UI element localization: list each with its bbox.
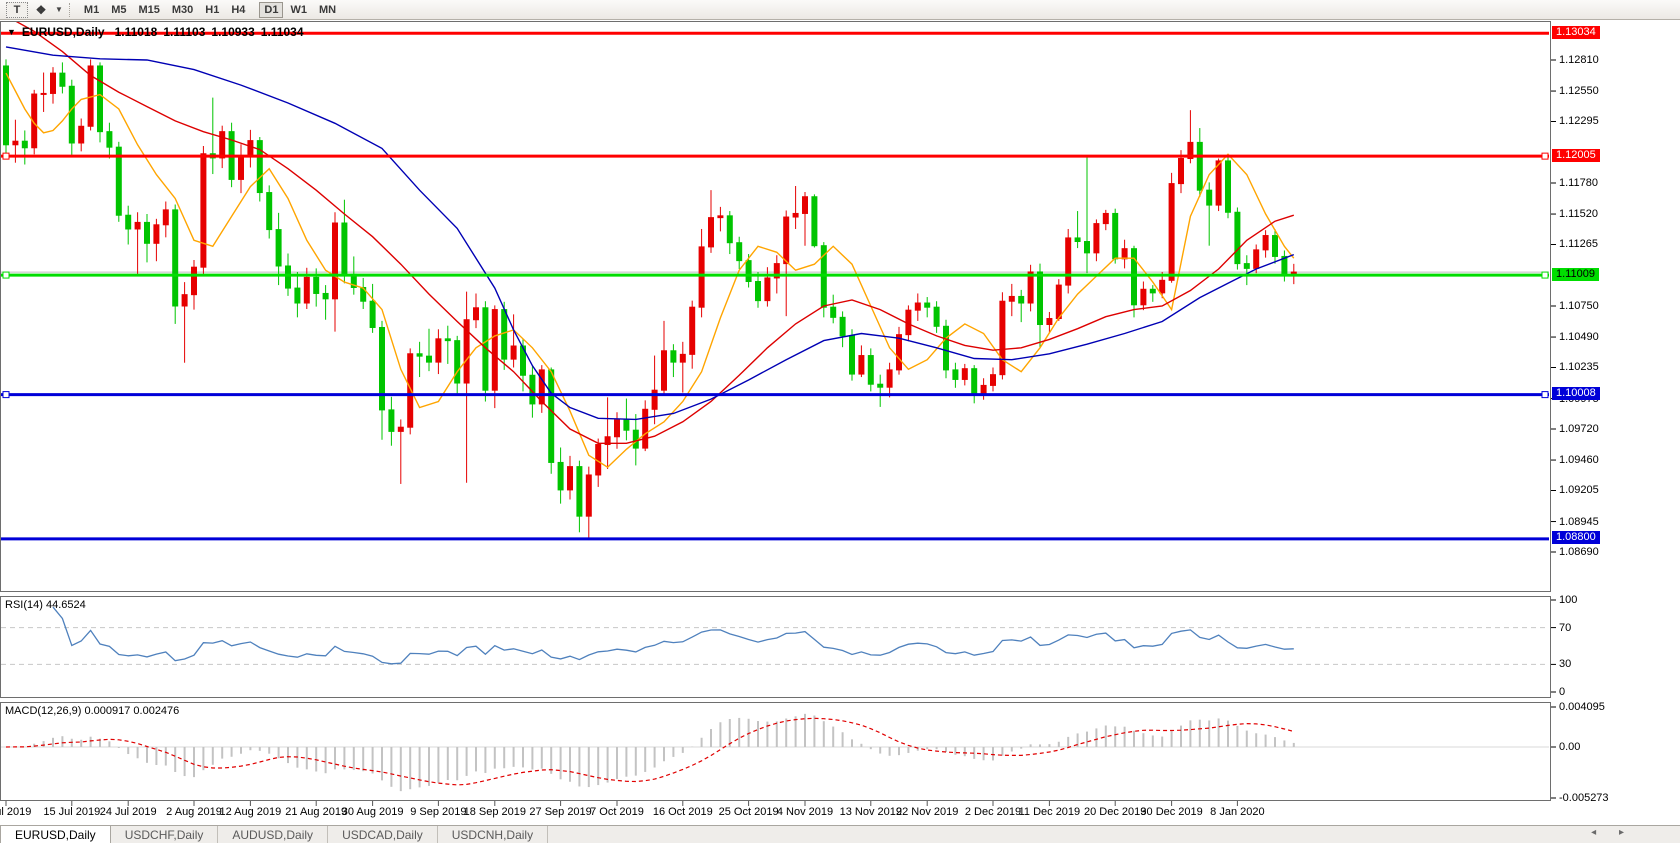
macd-label: MACD(12,26,9) 0.000917 0.002476 (5, 705, 180, 717)
price-line-badge: 1.10008 (1552, 387, 1600, 401)
price-axis-column[interactable] (1551, 21, 1680, 801)
ohlc-close: 1.11034 (260, 25, 304, 39)
macd-axis-label: -0.005273 (1559, 792, 1609, 804)
rsi-label: RSI(14) 44.6524 (5, 599, 86, 611)
timeframe-button-m1[interactable]: M1 (83, 3, 100, 16)
timeframe-button-m15[interactable]: M15 (138, 3, 160, 16)
price-tick-label: 1.09720 (1559, 422, 1599, 435)
ohlc-open: 1.11018 (114, 25, 158, 39)
date-tick-label: 9 Sep 2019 (410, 806, 467, 818)
price-tick-label: 1.11520 (1559, 208, 1598, 221)
date-tick-label: 25 Oct 2019 (718, 806, 779, 818)
timeframe-button-h1[interactable]: H1 (205, 3, 220, 16)
text-tool-button[interactable]: T (6, 1, 28, 18)
rsi-axis-label: 70 (1559, 621, 1572, 634)
date-tick-label: 2 Aug 2019 (166, 806, 222, 818)
price-tick-label: 1.10235 (1559, 361, 1599, 374)
rsi-axis-label: 100 (1559, 594, 1578, 606)
date-tick-label: 22 Nov 2019 (895, 806, 959, 818)
price-tick-label: 1.12550 (1559, 85, 1599, 98)
date-tick-label: 24 Jul 2019 (99, 806, 157, 818)
timeframe-button-d1[interactable]: D1 (259, 1, 284, 18)
rsi-pane[interactable] (0, 596, 1551, 698)
timeframe-button-m30[interactable]: M30 (171, 3, 194, 16)
top-toolbar: T ❖ ▼ M1 M5 M15 M30 H1 H4 D1 W1 MN (0, 0, 1680, 20)
price-tick-label: 1.10490 (1559, 331, 1599, 344)
toolbar-separator (68, 2, 74, 17)
date-tick-label: 30 Dec 2019 (1140, 806, 1203, 818)
symbol-tab-usdchf[interactable]: USDCHF,Daily (111, 826, 219, 843)
symbol-label: EURUSD,Daily (21, 25, 105, 39)
price-line-badge: 1.12005 (1552, 148, 1600, 162)
chart-title: ▼ EURUSD,Daily 1.11018 1.11103 1.10933 1… (7, 25, 304, 39)
price-line-badge: 1.08800 (1552, 531, 1600, 545)
macd-axis-label: 0.00 (1559, 741, 1581, 753)
timeframe-button-m5[interactable]: M5 (111, 3, 127, 16)
date-tick-label: 27 Sep 2019 (529, 806, 592, 818)
date-axis[interactable] (0, 802, 1680, 825)
date-tick-label: 4 Nov 2019 (776, 806, 834, 818)
price-tick-label: 1.12810 (1559, 54, 1599, 66)
main-chart-pane[interactable] (0, 21, 1551, 592)
price-line-badge: 1.13034 (1552, 25, 1600, 39)
date-tick-label: 20 Dec 2019 (1083, 806, 1147, 818)
macd-axis-label: 0.004095 (1559, 701, 1605, 713)
symbol-tab-usdcad[interactable]: USDCAD,Daily (328, 826, 438, 843)
tab-scroll-arrows: ◂ ▸ (1591, 827, 1634, 838)
price-tick-label: 1.11265 (1559, 238, 1598, 251)
price-tick-label: 1.09460 (1559, 454, 1599, 467)
date-tick-label: 15 Jul 2019 (43, 806, 101, 818)
collapse-triangle-icon[interactable]: ▼ (7, 27, 16, 37)
date-tick-label: 7 Oct 2019 (590, 806, 644, 818)
tab-scroll-left-icon[interactable]: ◂ (1591, 827, 1607, 838)
ohlc-high: 1.11103 (163, 25, 206, 39)
date-tick-label: 13 Nov 2019 (839, 806, 902, 818)
ohlc-low: 1.10933 (211, 25, 255, 39)
date-tick-label: 2 Dec 2019 (964, 806, 1022, 818)
date-tick-label: 12 Aug 2019 (219, 806, 282, 818)
price-line-badge: 1.11009 (1552, 267, 1599, 281)
price-tick-label: 1.10750 (1559, 299, 1599, 312)
symbol-tab-bar: EURUSD,Daily USDCHF,Daily AUDUSD,Daily USDC… (0, 825, 1680, 843)
date-tick-label: 8 Jan 2020 (1210, 806, 1265, 818)
date-tick-label: 18 Sep 2019 (463, 806, 526, 818)
price-tick-label: 1.08690 (1559, 545, 1599, 558)
price-tick-label: 1.08945 (1559, 515, 1599, 528)
shapes-tool-icon[interactable]: ❖ (35, 2, 47, 17)
price-tick-label: 1.09205 (1559, 484, 1599, 497)
timeframe-button-h4[interactable]: H4 (231, 3, 246, 16)
symbol-tab-usdcnh[interactable]: USDCNH,Daily (438, 826, 549, 843)
tab-scroll-right-icon[interactable]: ▸ (1618, 827, 1634, 838)
date-tick-label: 21 Aug 2019 (285, 806, 348, 818)
rsi-axis-label: 0 (1559, 686, 1566, 698)
timeframe-button-w1[interactable]: W1 (290, 3, 307, 16)
symbol-tab-eurusd[interactable]: EURUSD,Daily (0, 826, 111, 843)
macd-pane[interactable] (0, 702, 1551, 801)
price-tick-label: 1.12295 (1559, 115, 1599, 128)
rsi-axis-label: 30 (1559, 658, 1572, 671)
date-tick-label: 30 Aug 2019 (341, 806, 404, 818)
shapes-dropdown-icon[interactable]: ▼ (55, 5, 63, 14)
timeframe-button-mn[interactable]: MN (318, 3, 337, 16)
price-tick-label: 1.11780 (1559, 176, 1598, 189)
symbol-tab-audusd[interactable]: AUDUSD,Daily (218, 826, 329, 843)
date-tick-label: 5 Jul 2019 (0, 806, 32, 818)
timeframe-buttons: M1 M5 M15 M30 H1 H4 D1 W1 MN (78, 1, 342, 18)
date-tick-label: 16 Oct 2019 (652, 806, 713, 818)
date-tick-label: 11 Dec 2019 (1018, 806, 1081, 818)
